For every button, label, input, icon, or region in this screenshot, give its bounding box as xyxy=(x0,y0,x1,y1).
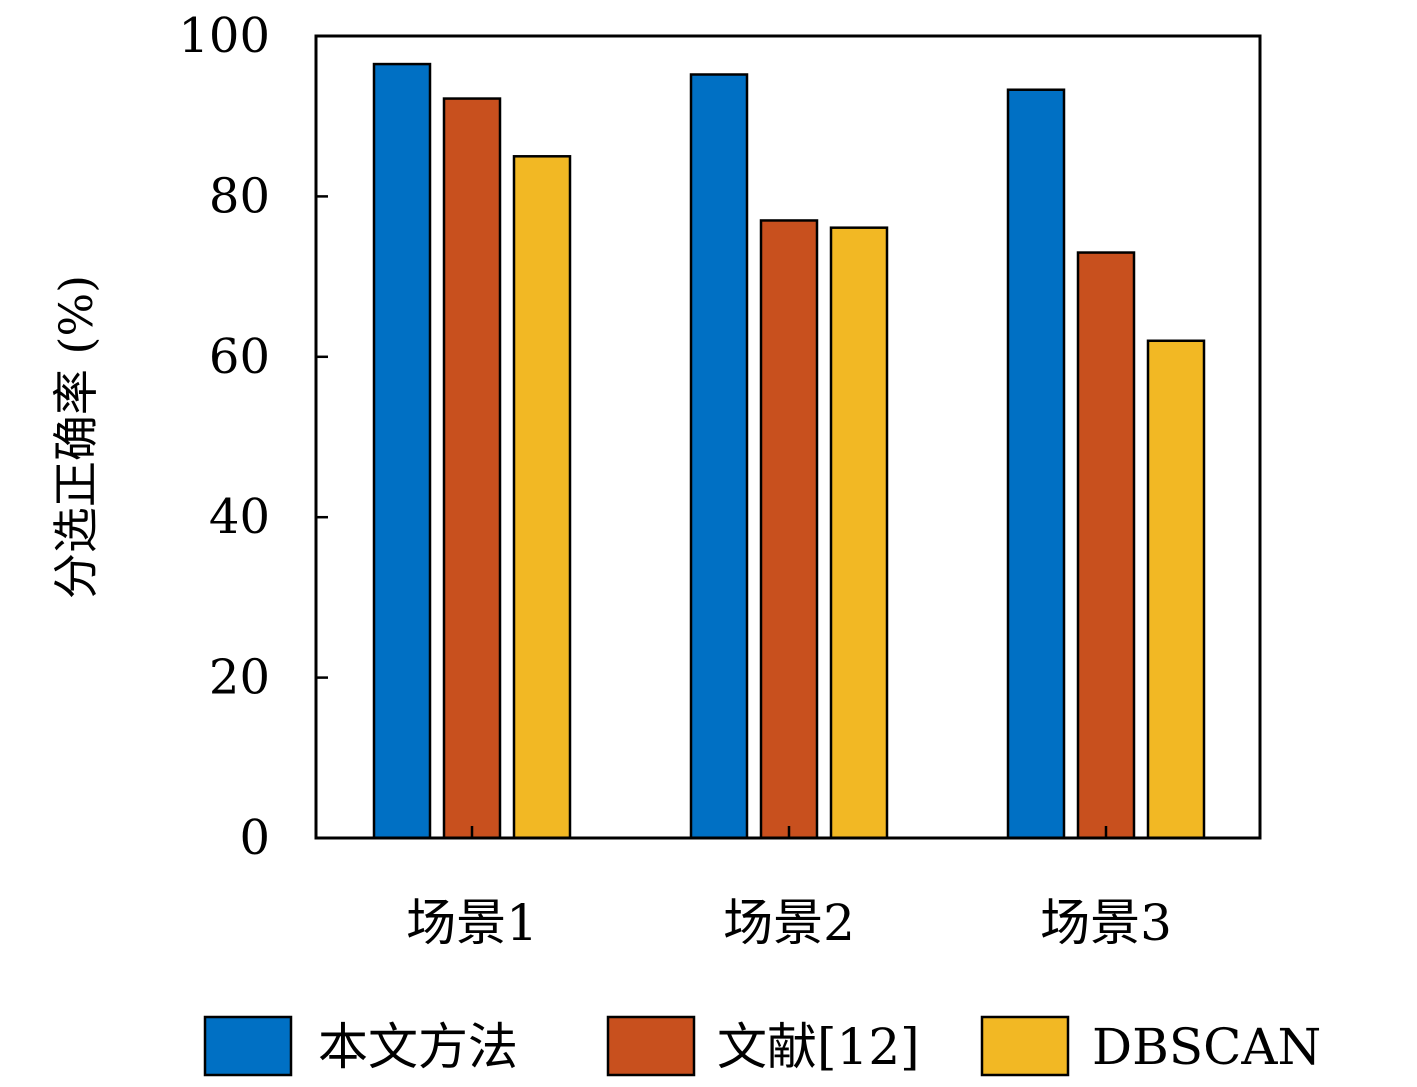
bar-3-3 xyxy=(1146,339,1206,840)
x-tick-label: 场景1 xyxy=(406,894,538,952)
y-tick-label: 60 xyxy=(209,329,270,385)
ticks-layer: 0 20 40 60 80 100 场景1 场景2 场景3 xyxy=(178,8,1172,952)
bar-3-1 xyxy=(512,155,572,840)
bar-2-1 xyxy=(442,97,502,840)
bar-1-1 xyxy=(372,62,432,840)
x-tick-label: 场景3 xyxy=(1040,894,1172,952)
legend: 本文方法 文献[12] DBSCAN xyxy=(203,1015,1321,1077)
bar-1-3 xyxy=(1006,88,1066,840)
bar-2-2 xyxy=(759,219,819,840)
legend-label-2: 文献[12] xyxy=(717,1018,920,1076)
legend-label-3: DBSCAN xyxy=(1092,1018,1321,1076)
legend-label-1: 本文方法 xyxy=(318,1018,518,1076)
legend-swatch-3 xyxy=(980,1015,1070,1077)
legend-swatch-2 xyxy=(606,1015,696,1077)
plot-frame xyxy=(314,34,1262,840)
y-tick-label: 40 xyxy=(209,489,270,545)
y-tick-label: 80 xyxy=(209,168,270,224)
y-axis-label: 分选正确率 (%) xyxy=(49,275,103,599)
bar-2-3 xyxy=(1076,251,1136,840)
y-tick-label: 0 xyxy=(239,810,270,866)
x-tick-label: 场景2 xyxy=(723,894,855,952)
bar-1-2 xyxy=(689,73,749,840)
y-tick-label: 100 xyxy=(178,8,270,64)
legend-swatch-1 xyxy=(203,1015,293,1077)
bars-layer xyxy=(372,62,1206,840)
y-tick-label: 20 xyxy=(209,650,270,706)
bar-3-2 xyxy=(829,226,889,840)
